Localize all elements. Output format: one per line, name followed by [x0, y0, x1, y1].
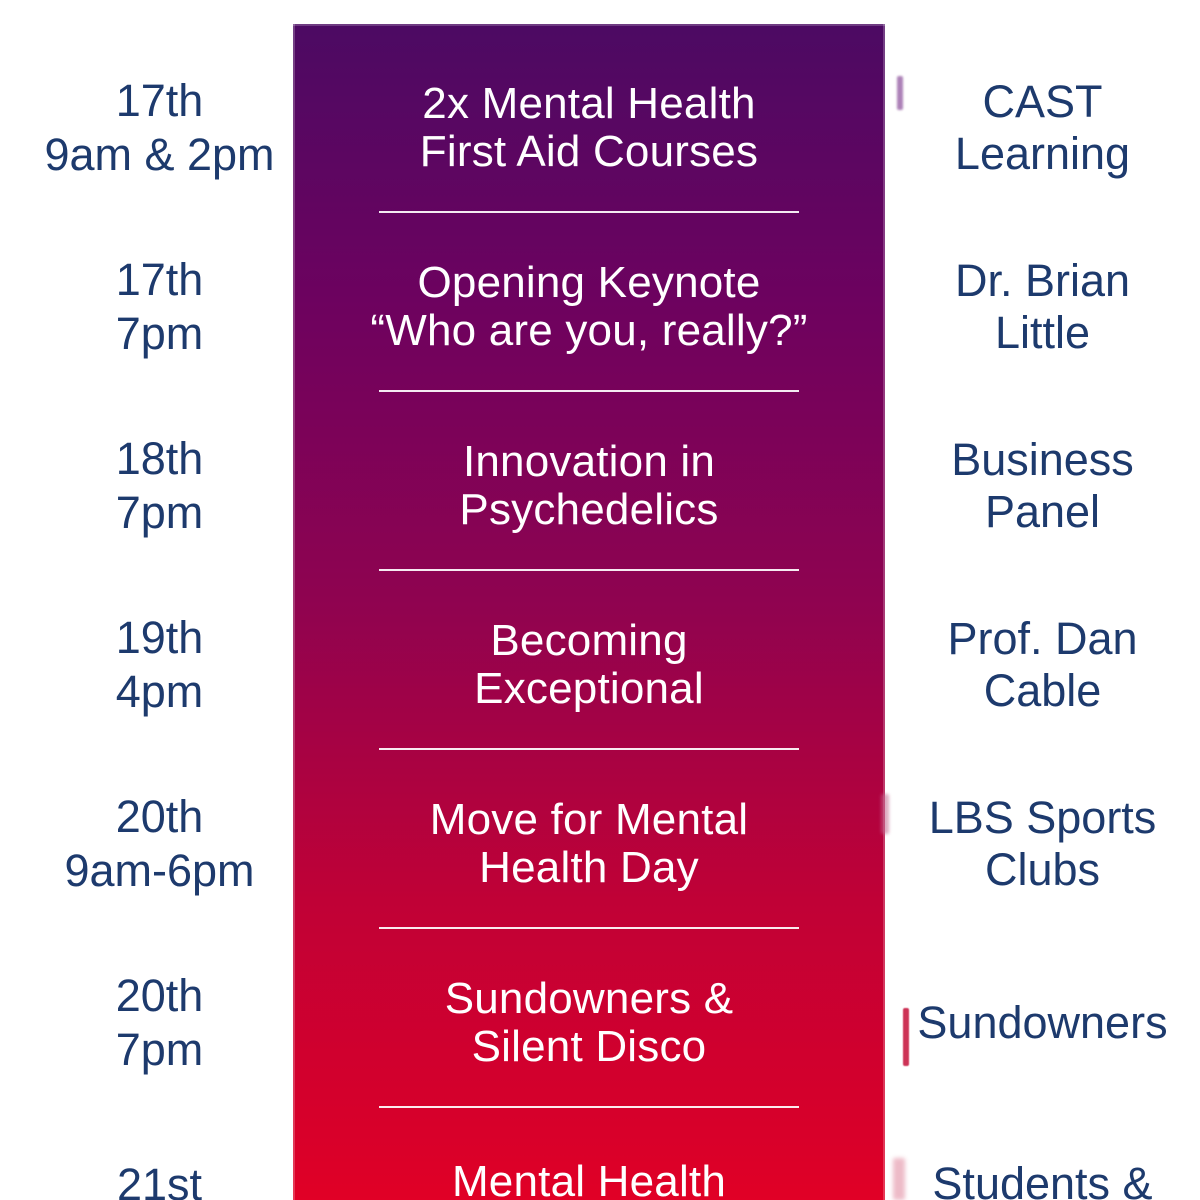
date-time-text: 17th 9am & 2pm: [44, 74, 275, 180]
date-time-text: 18th 7pm: [115, 432, 204, 538]
compression-artifact: [903, 1008, 909, 1066]
schedule-rows: 17th 9am & 2pm 2x Mental Health First Ai…: [0, 38, 1200, 1200]
date-time-text: 17th 7pm: [115, 253, 204, 359]
row-divider: [379, 927, 799, 929]
schedule-row: 19th 4pm Becoming Exceptional Prof. Dan …: [0, 575, 1200, 754]
row-divider: [379, 1106, 799, 1108]
event-host: Students &: [885, 1112, 1200, 1200]
event-host: CAST Learning: [885, 38, 1200, 217]
event-title: Sundowners & Silent Disco: [293, 933, 885, 1112]
schedule-row: 18th 7pm Innovation in Psychedelics Busi…: [0, 396, 1200, 575]
event-date-time: 17th 7pm: [0, 217, 293, 396]
event-host: Prof. Dan Cable: [885, 575, 1200, 754]
event-host-text: Sundowners: [917, 996, 1168, 1048]
row-divider: [379, 211, 799, 213]
event-host-text: Prof. Dan Cable: [947, 612, 1138, 716]
event-title-text: 2x Mental Health First Aid Courses: [419, 78, 759, 176]
event-title: Opening Keynote “Who are you, really?”: [293, 217, 885, 396]
schedule-row: 21st Mental Health Students &: [0, 1112, 1200, 1200]
event-date-time: 19th 4pm: [0, 575, 293, 754]
event-title-text: Becoming Exceptional: [474, 615, 704, 713]
event-date-time: 21st: [0, 1112, 293, 1200]
event-host-text: LBS Sports Clubs: [928, 791, 1157, 895]
event-title: Mental Health: [293, 1112, 885, 1200]
event-title-text: Innovation in Psychedelics: [459, 436, 719, 534]
event-title: Move for Mental Health Day: [293, 754, 885, 933]
event-host-text: CAST Learning: [954, 75, 1131, 179]
event-date-time: 20th 7pm: [0, 933, 293, 1112]
event-host-text: Dr. Brian Little: [954, 254, 1131, 358]
event-title-text: Opening Keynote “Who are you, really?”: [370, 257, 808, 355]
compression-artifact: [893, 1158, 905, 1200]
date-time-text: 19th 4pm: [115, 611, 204, 717]
date-time-text: 20th 7pm: [115, 969, 204, 1075]
compression-artifact: [897, 76, 903, 110]
event-host: Sundowners: [885, 933, 1200, 1112]
event-date-time: 17th 9am & 2pm: [0, 38, 293, 217]
event-title-text: Mental Health: [451, 1157, 727, 1200]
event-host: Business Panel: [885, 396, 1200, 575]
date-time-text: 21st: [116, 1159, 203, 1200]
row-divider: [379, 748, 799, 750]
event-host: Dr. Brian Little: [885, 217, 1200, 396]
event-date-time: 20th 9am-6pm: [0, 754, 293, 933]
schedule-row: 17th 9am & 2pm 2x Mental Health First Ai…: [0, 38, 1200, 217]
gradient-band: [293, 24, 885, 1200]
event-title-text: Move for Mental Health Day: [429, 794, 749, 892]
event-title: Becoming Exceptional: [293, 575, 885, 754]
schedule-row: 20th 7pm Sundowners & Silent Disco Sundo…: [0, 933, 1200, 1112]
row-divider: [379, 390, 799, 392]
event-title: 2x Mental Health First Aid Courses: [293, 38, 885, 217]
event-host-text: Students &: [932, 1158, 1153, 1200]
event-title-text: Sundowners & Silent Disco: [444, 973, 734, 1071]
compression-artifact: [881, 794, 889, 834]
event-title: Innovation in Psychedelics: [293, 396, 885, 575]
event-date-time: 18th 7pm: [0, 396, 293, 575]
schedule-row: 20th 9am-6pm Move for Mental Health Day …: [0, 754, 1200, 933]
event-host-text: Business Panel: [951, 433, 1134, 537]
row-divider: [379, 569, 799, 571]
schedule-row: 17th 7pm Opening Keynote “Who are you, r…: [0, 217, 1200, 396]
date-time-text: 20th 9am-6pm: [64, 790, 255, 896]
event-host: LBS Sports Clubs: [885, 754, 1200, 933]
